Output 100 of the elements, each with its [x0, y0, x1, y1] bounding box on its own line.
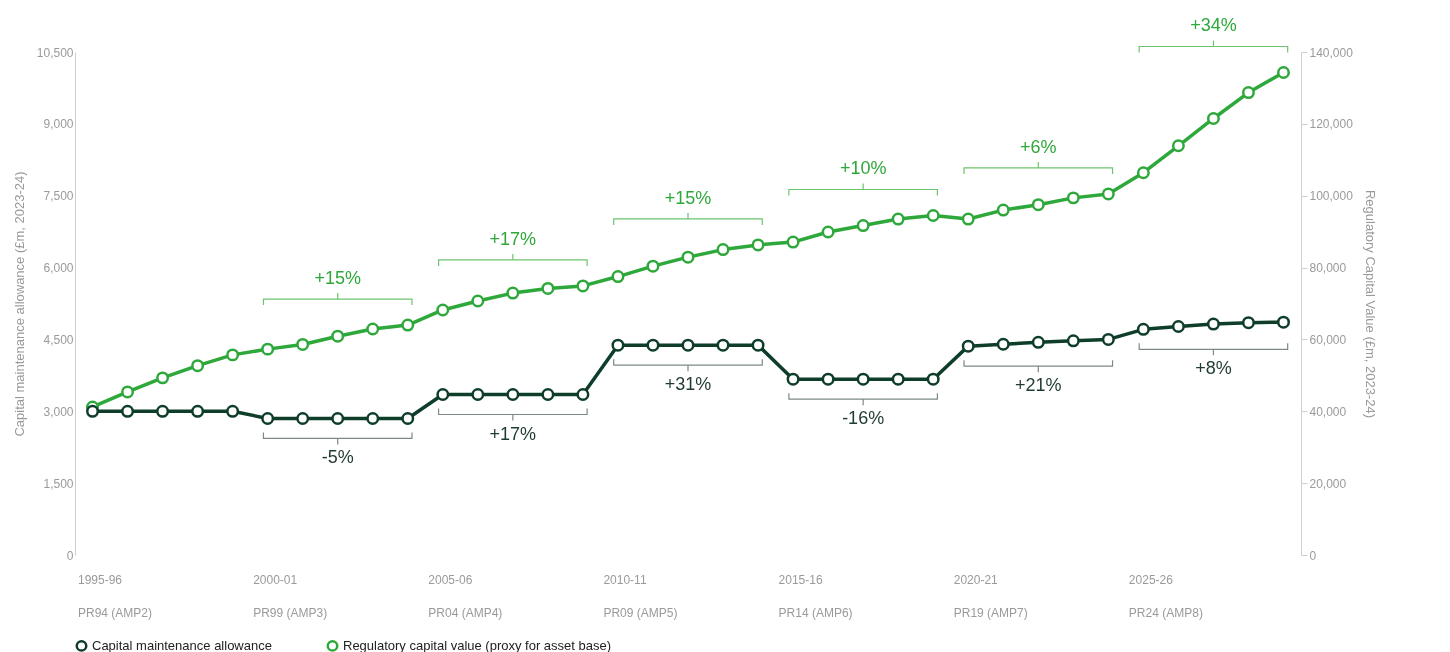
text: PR24 (AMP8)	[1128, 606, 1203, 620]
point	[436, 303, 450, 317]
annotation: +15%	[314, 268, 361, 289]
annotation: +8%	[1195, 358, 1232, 379]
y-tick-label: 7,500	[43, 189, 74, 204]
point	[891, 212, 905, 226]
point	[226, 404, 240, 418]
point	[1101, 332, 1115, 346]
point	[226, 348, 240, 362]
point	[1031, 198, 1045, 212]
y2-tick-label: 60,000	[1309, 332, 1347, 347]
y-tick-label: 6,000	[43, 261, 74, 276]
point	[366, 411, 380, 425]
x-tick-label: 2020-21	[953, 573, 999, 587]
annotation: +31%	[664, 374, 712, 395]
point	[681, 250, 695, 264]
y2-axis-title: Regulatory Capital Value (£m, 2023-24)	[1362, 189, 1378, 419]
point	[716, 243, 730, 257]
x-tick-label: 2015-16	[778, 573, 823, 587]
point	[611, 338, 625, 352]
point	[401, 318, 415, 332]
point	[471, 388, 485, 401]
point	[401, 411, 415, 425]
point	[646, 259, 660, 273]
annotation: +6%	[1020, 136, 1057, 157]
y-tick-label: 3,000	[43, 404, 74, 419]
y2-tick-label: 0	[1309, 548, 1317, 563]
point	[576, 279, 590, 293]
point	[1031, 335, 1045, 349]
point	[296, 411, 310, 425]
point	[331, 411, 345, 425]
text: PR94 (AMP2)	[78, 606, 153, 620]
point	[926, 208, 940, 222]
text: +34%	[1190, 15, 1237, 36]
point	[1276, 315, 1290, 329]
y2-tick-label: 140,000	[1309, 45, 1354, 60]
point	[681, 338, 695, 352]
point	[191, 359, 205, 373]
y2-tick-label: 20,000	[1309, 476, 1347, 491]
annotation: +17%	[489, 228, 537, 249]
point	[156, 371, 170, 385]
point	[261, 342, 275, 356]
y2-tick-label: 100,000	[1309, 189, 1354, 204]
point	[331, 329, 345, 343]
point	[821, 225, 835, 239]
point	[961, 339, 975, 353]
point	[191, 404, 205, 418]
annotation: +21%	[1015, 375, 1062, 396]
point	[1241, 316, 1255, 330]
point	[926, 372, 940, 386]
point	[1136, 322, 1150, 336]
text: PR14 (AMP6)	[778, 606, 853, 620]
point	[121, 404, 135, 418]
text: PR09 (AMP5)	[603, 606, 678, 620]
point	[261, 411, 275, 425]
text: PR19 (AMP7)	[953, 606, 1028, 620]
point	[786, 235, 800, 249]
point	[1136, 166, 1150, 180]
point	[296, 337, 310, 351]
point	[436, 388, 450, 401]
y-tick-label: 9,000	[43, 117, 74, 132]
point	[856, 372, 870, 386]
legend-label: Capital maintenance allowance	[92, 637, 272, 652]
point	[1276, 66, 1290, 79]
point	[366, 322, 380, 336]
point	[751, 338, 765, 352]
text: PR99 (AMP3)	[253, 606, 328, 620]
annotation: +10%	[839, 158, 887, 179]
text: PR04 (AMP4)	[428, 606, 503, 620]
annotation: +17%	[489, 423, 537, 444]
x-tick-label: 2005-06	[428, 573, 473, 587]
point	[821, 372, 835, 386]
point	[646, 338, 660, 352]
y-tick-label: 4,500	[43, 332, 74, 347]
point	[541, 388, 555, 401]
point	[786, 372, 800, 386]
point	[751, 238, 765, 252]
point	[541, 281, 555, 295]
annotation: +15%	[664, 187, 712, 208]
point	[1066, 334, 1080, 348]
point	[471, 294, 485, 308]
annotation: -5%	[321, 447, 354, 468]
y-axis-title: Capital maintenance allowance (£m, 2023-24)	[11, 171, 27, 437]
y2-tick-label: 80,000	[1309, 261, 1347, 276]
point	[996, 203, 1010, 217]
point	[996, 337, 1010, 351]
x-tick-label: 2000-01	[253, 573, 298, 587]
point	[1066, 191, 1080, 205]
point	[961, 212, 975, 226]
point	[1171, 139, 1185, 153]
point	[506, 286, 520, 300]
point	[576, 388, 590, 401]
annotation: -16%	[842, 408, 885, 429]
point	[1241, 86, 1255, 100]
point	[1206, 317, 1220, 331]
point	[1206, 111, 1220, 125]
x-tick-label: 1995-96	[78, 573, 123, 587]
point	[1101, 187, 1115, 201]
x-tick-label: 2025-26	[1128, 573, 1174, 587]
point	[891, 372, 905, 386]
